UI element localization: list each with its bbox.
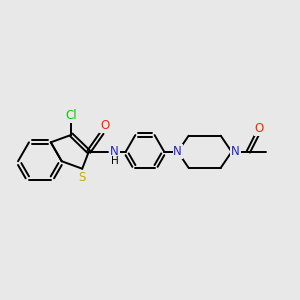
Text: N: N <box>110 145 119 158</box>
Text: S: S <box>79 171 86 184</box>
Text: O: O <box>100 119 109 132</box>
Text: O: O <box>255 122 264 135</box>
Text: N: N <box>231 145 240 158</box>
Text: H: H <box>111 156 118 166</box>
Text: Cl: Cl <box>65 109 77 122</box>
Text: N: N <box>173 145 182 158</box>
